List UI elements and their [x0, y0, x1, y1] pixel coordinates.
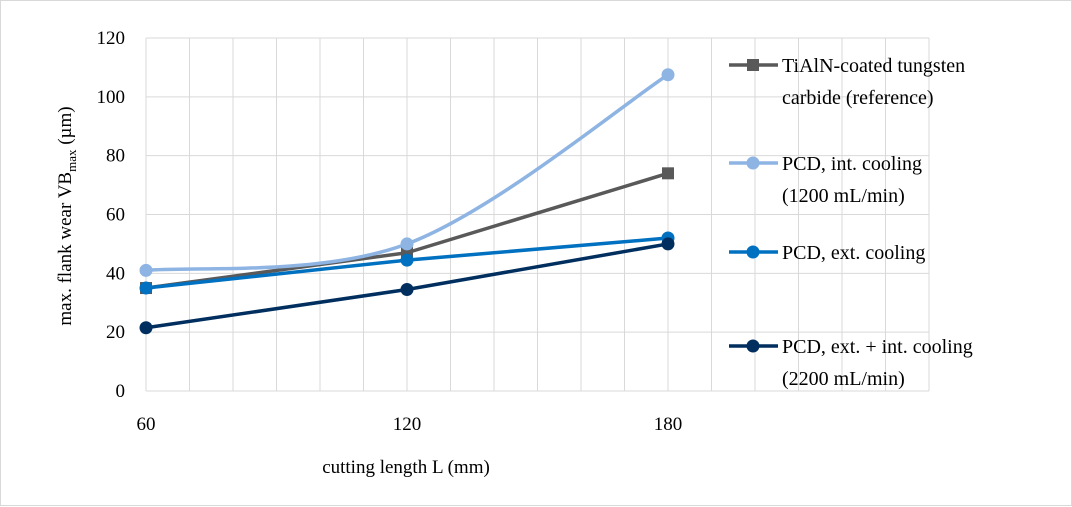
y-tick-label: 20	[106, 322, 125, 343]
series-3	[139, 231, 675, 295]
y-tick-label: 40	[106, 263, 125, 284]
x-axis-ticks: 60 120 180	[137, 414, 683, 435]
legend-label: (1200 mL/min)	[782, 185, 905, 207]
y-tick-label: 60	[106, 205, 125, 226]
x-tick-label: 120	[393, 414, 422, 435]
y-axis-title: max. flank wear VBmax (µm)	[55, 106, 79, 325]
data-point	[661, 68, 675, 82]
legend-label: PCD, int. cooling	[782, 153, 922, 175]
x-axis-title: cutting length L (mm)	[322, 457, 490, 478]
series-2	[139, 68, 675, 277]
grid-lines	[145, 37, 930, 392]
x-tick-label: 180	[654, 414, 683, 435]
data-point	[139, 281, 153, 295]
legend: TiAlN-coated tungsten carbide (reference)…	[729, 55, 973, 390]
data-point	[400, 237, 414, 251]
y-axis-title-subscript: max	[64, 149, 79, 172]
legend-swatch-marker	[746, 156, 760, 170]
data-point	[139, 263, 153, 277]
series-lines	[139, 68, 675, 335]
y-axis-title-main: max. flank wear VB	[55, 172, 76, 326]
y-axis-title-unit: (µm)	[55, 106, 76, 149]
legend-item: PCD, int. cooling (1200 mL/min)	[729, 153, 922, 207]
legend-label: PCD, ext. cooling	[782, 242, 925, 264]
legend-swatch-marker	[746, 245, 760, 259]
x-tick-label: 60	[137, 414, 156, 435]
legend-label: carbide (reference)	[782, 87, 934, 109]
legend-item: PCD, ext. cooling	[729, 242, 925, 264]
y-tick-label: 80	[106, 146, 125, 167]
y-tick-label: 100	[97, 87, 126, 108]
series-4	[139, 237, 675, 335]
data-point	[662, 167, 674, 180]
legend-item: TiAlN-coated tungsten carbide (reference)	[729, 55, 965, 109]
data-point	[400, 253, 414, 267]
data-point	[139, 321, 153, 335]
y-tick-label: 120	[97, 28, 126, 49]
data-point	[400, 283, 414, 297]
legend-label: PCD, ext. + int. cooling	[782, 336, 973, 358]
data-point	[661, 237, 675, 251]
legend-label: TiAlN-coated tungsten	[782, 55, 965, 77]
legend-swatch-marker	[747, 59, 759, 71]
legend-swatch-marker	[746, 339, 760, 353]
legend-item: PCD, ext. + int. cooling (2200 mL/min)	[729, 336, 973, 390]
legend-label: (2200 mL/min)	[782, 368, 905, 390]
y-tick-label: 0	[116, 381, 126, 402]
y-axis-ticks: 0 20 40 60 80 100 120	[97, 28, 126, 402]
